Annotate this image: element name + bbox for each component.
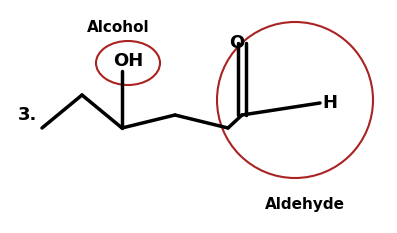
Text: OH: OH	[113, 52, 143, 70]
Text: O: O	[229, 34, 245, 52]
Text: H: H	[322, 94, 337, 112]
Text: Aldehyde: Aldehyde	[265, 198, 345, 212]
Text: Alcohol: Alcohol	[87, 21, 149, 35]
Text: 3.: 3.	[18, 106, 37, 124]
